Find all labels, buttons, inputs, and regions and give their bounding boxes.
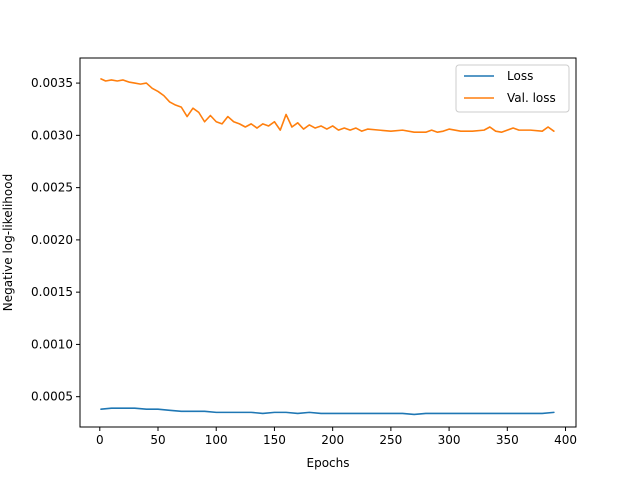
series-line-val-loss [100, 78, 555, 134]
x-tick-label: 250 [379, 433, 402, 447]
x-tick-label: 300 [438, 433, 461, 447]
y-tick-label: 0.0035 [31, 76, 73, 90]
y-tick-label: 0.0025 [31, 181, 73, 195]
legend: Loss Val. loss [455, 64, 570, 113]
series-line-loss [100, 407, 555, 416]
y-tick-label: 0.0010 [31, 337, 73, 351]
x-tick-label: 200 [321, 433, 344, 447]
x-tick-label: 100 [205, 433, 228, 447]
x-tick-label: 0 [96, 433, 104, 447]
y-tick-label: 0.0015 [31, 285, 73, 299]
x-tick-label: 350 [496, 433, 519, 447]
y-tick-label: 0.0030 [31, 128, 73, 142]
y-tick-label: 0.0005 [31, 390, 73, 404]
legend-label-loss: Loss [507, 69, 533, 83]
x-tick-label: 150 [263, 433, 286, 447]
y-tick-label: 0.0020 [31, 233, 73, 247]
axis-ticks: 0 50 100 150 200 250 300 350 400 0.0005 0.0010 0.00… [31, 76, 577, 447]
plot-frame [79, 57, 577, 428]
x-axis-label: Epochs [307, 456, 350, 470]
legend-label-val-loss: Val. loss [507, 91, 556, 105]
x-tick-label: 50 [150, 433, 165, 447]
y-axis-label: Negative log-likelihood [1, 174, 15, 311]
x-tick-label: 400 [554, 433, 577, 447]
